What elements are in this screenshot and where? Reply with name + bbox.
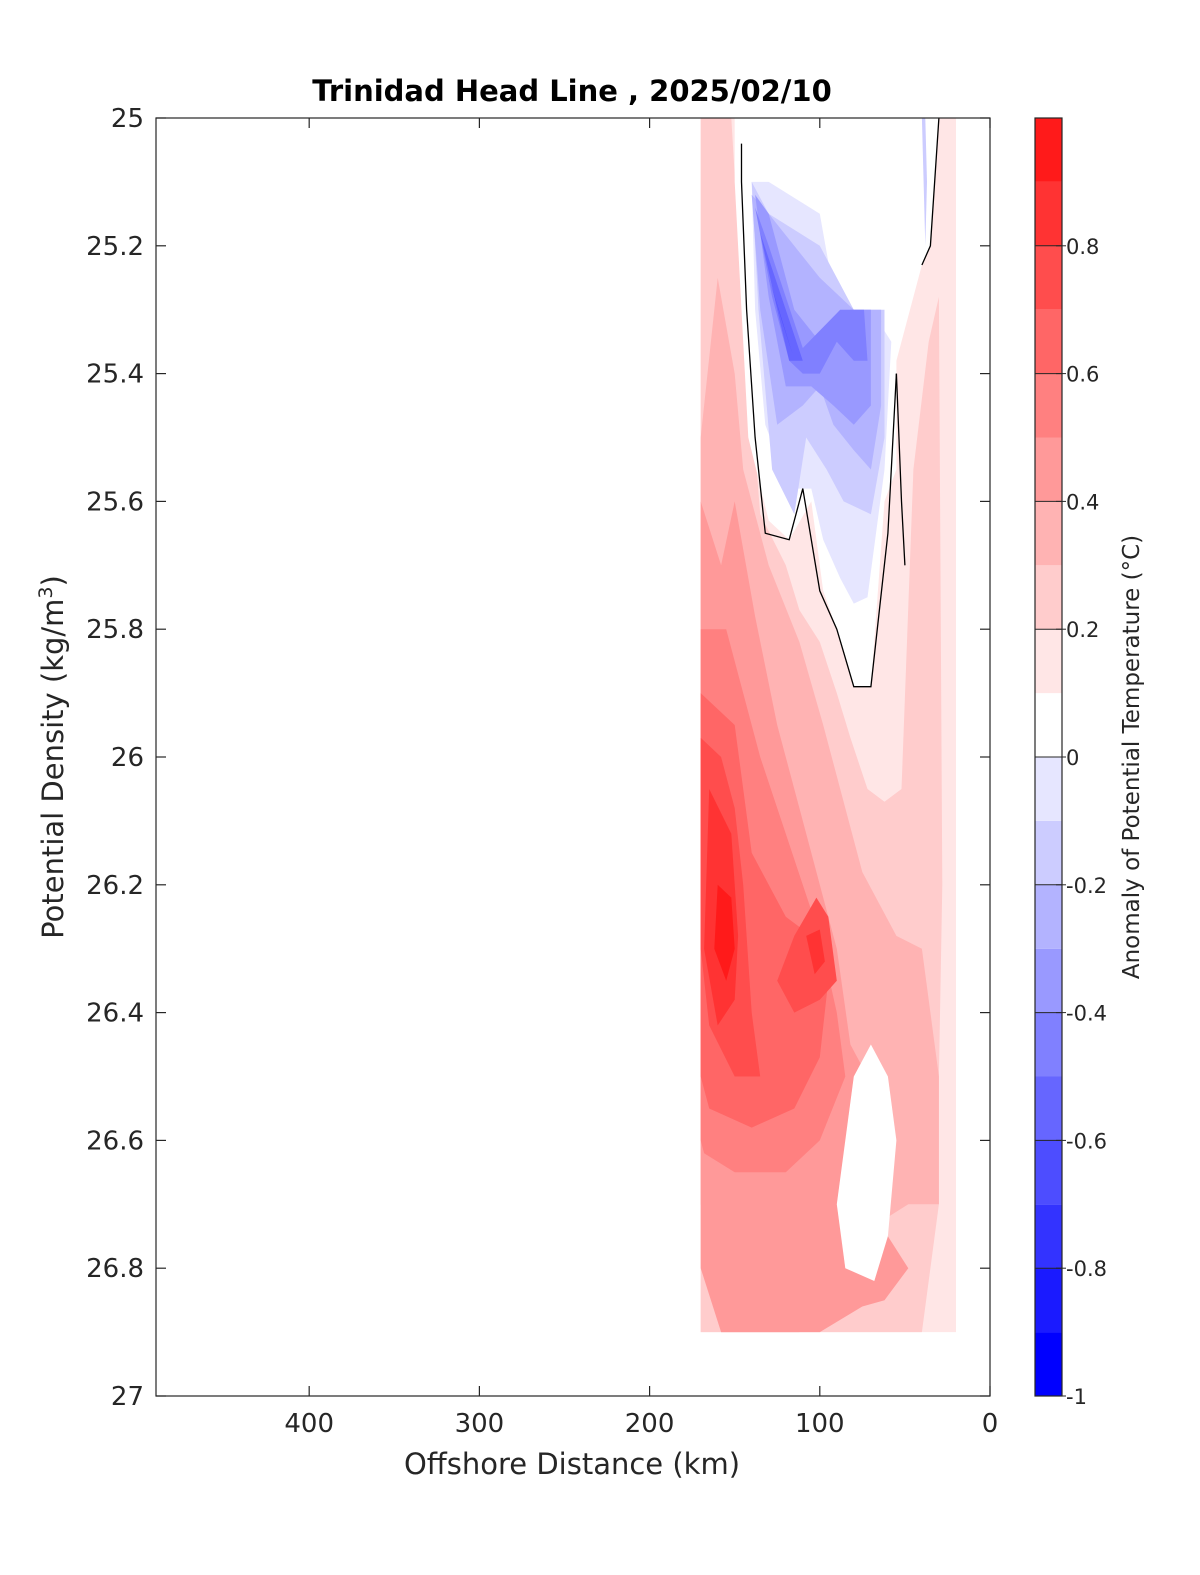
y-tick-label-10: 27 [111, 1382, 144, 1412]
zero-contour-line-2 [895, 373, 906, 566]
contour-region-anom-neg0.7 [768, 277, 793, 355]
colorbar-band-19 [1035, 118, 1062, 182]
colorbar-band-5 [1035, 1012, 1062, 1077]
contour-region-anom-0.7b [777, 897, 837, 1013]
colorbar-tick-label-9: 0.8 [1066, 235, 1099, 259]
colorbar-frame [1034, 117, 1063, 1397]
colorbar-band-13 [1035, 501, 1062, 566]
colorbar-band-4 [1035, 1076, 1062, 1141]
colorbar-tick-label-4: -0.2 [1066, 874, 1107, 898]
colorbar-band-6 [1035, 948, 1062, 1013]
contour-region-anom-0.8b [806, 929, 825, 975]
colorbar-band-1 [1035, 1268, 1062, 1333]
colorbar-band-16 [1035, 309, 1062, 374]
x-tick-label-300: 300 [455, 1409, 505, 1439]
y-tick-label-9: 26.8 [86, 1254, 144, 1284]
colorbar-band-12 [1035, 565, 1062, 630]
x-axis-ticks: 400 300 200 100 0 [284, 118, 998, 1439]
y-tick-label-0: 25 [111, 104, 144, 134]
colorbar-band-0 [1035, 1332, 1062, 1396]
contour-region-anom-neg0.6 [760, 233, 803, 361]
colorbar-tick-label-3: -0.4 [1066, 1002, 1107, 1026]
contour-region-anom-0.9 [714, 884, 735, 981]
colorbar [1035, 118, 1062, 1396]
colorbar-band-17 [1035, 245, 1062, 310]
zero-contour-lines [740, 118, 940, 688]
colorbar-band-2 [1035, 1204, 1062, 1269]
colorbar-band-11 [1035, 629, 1062, 694]
y-tick-label-8: 26.6 [86, 1126, 144, 1156]
colorbar-band-10 [1035, 693, 1062, 757]
colorbar-band-3 [1035, 1140, 1062, 1205]
colorbar-band-14 [1035, 437, 1062, 502]
colorbar-tick-label-7: 0.4 [1066, 490, 1099, 514]
colorbar-tick-label-2: -0.6 [1066, 1129, 1107, 1153]
colorbar-band-15 [1035, 373, 1062, 438]
colorbar-band-18 [1035, 181, 1062, 246]
zero-contour-line-0 [740, 143, 898, 688]
zero-contour-line-1 [921, 118, 940, 266]
chart-title: Trinidad Head Line , 2025/02/10 [312, 74, 832, 108]
y-axis-title-close: ) [36, 575, 70, 586]
colorbar-tick-label-6: 0.2 [1066, 618, 1099, 642]
contour-regions [700, 118, 956, 1333]
x-axis-title: Offshore Distance (km) [404, 1447, 740, 1481]
y-axis-ticks: 25 25.2 25.4 25.6 25.8 26 26.2 26.4 26.6 26.8 27 [86, 104, 990, 1412]
y-axis-title: Potential Density (kg/m3) [35, 575, 70, 939]
y-tick-label-1: 25.2 [86, 232, 144, 262]
y-tick-label-5: 26 [111, 743, 144, 773]
y-axis-title-sup: 3 [35, 586, 57, 598]
colorbar-tick-label-1: -0.8 [1066, 1257, 1107, 1281]
y-tick-label-7: 26.4 [86, 999, 144, 1029]
y-tick-label-6: 26.2 [86, 871, 144, 901]
x-tick-label-200: 200 [625, 1409, 675, 1439]
contour-region-anom-neg-nearshore [921, 118, 927, 246]
y-tick-label-4: 25.8 [86, 615, 144, 645]
colorbar-band-9 [1035, 757, 1062, 821]
contour-region-anom-neg0.4 [755, 194, 871, 425]
x-tick-label-100: 100 [795, 1409, 845, 1439]
x-tick-label-400: 400 [284, 1409, 334, 1439]
colorbar-title: Anomaly of Potential Temperature (°C) [1119, 535, 1145, 979]
x-tick-label-0: 0 [982, 1409, 999, 1439]
colorbar-band-8 [1035, 820, 1062, 885]
y-axis-title-base: Potential Density (kg/m [36, 599, 70, 939]
colorbar-tick-label-8: 0.6 [1066, 363, 1099, 387]
colorbar-ticks: -1 -0.8 -0.6 -0.4 -0.2 0 0.2 0.4 0.6 0.8 [1035, 117, 1107, 1409]
contour-region-anom-0.0b [836, 1044, 897, 1281]
colorbar-band-7 [1035, 884, 1062, 949]
colorbar-tick-label-0: -1 [1066, 1385, 1087, 1409]
y-tick-label-2: 25.4 [86, 360, 144, 390]
colorbar-tick-label-5: 0 [1066, 746, 1079, 770]
y-tick-label-3: 25.6 [86, 487, 144, 517]
